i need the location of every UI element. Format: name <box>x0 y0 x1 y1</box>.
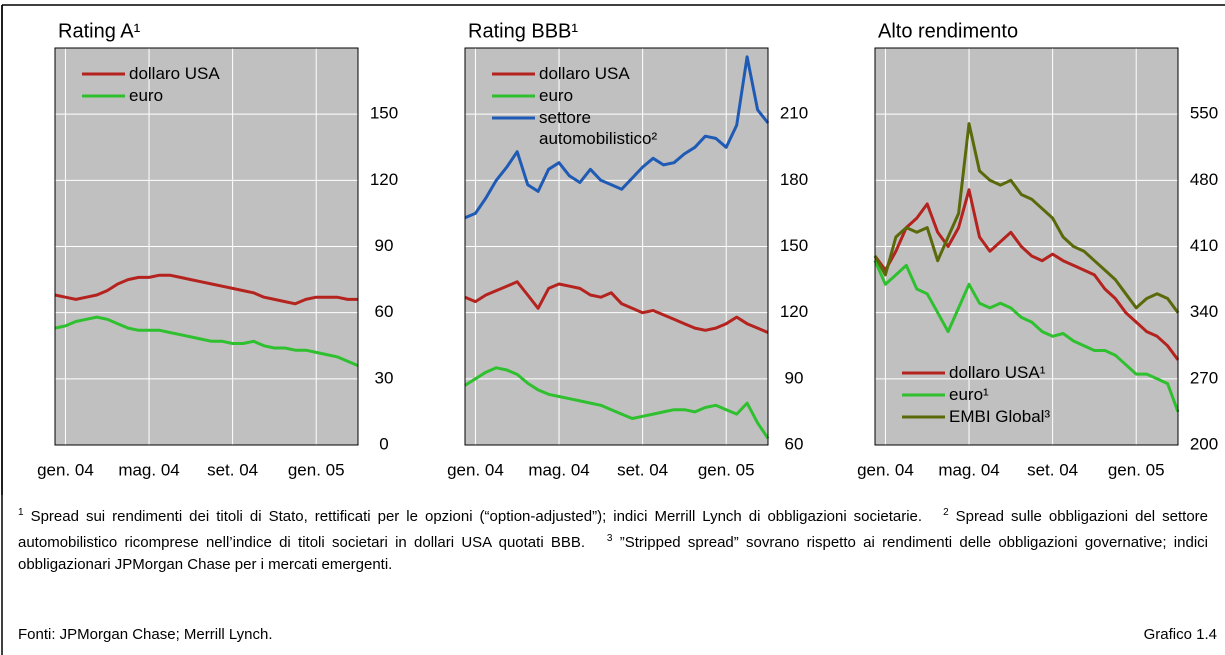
footnote-text: Spread sulle obbligazioni del settore au… <box>18 508 1209 551</box>
frame-left-edge <box>1 5 3 655</box>
legend-entry: dollaro USA¹ <box>949 363 1046 382</box>
series-line <box>873 260 1180 413</box>
chart: Rating A¹ 0 30 60 90 120 150 gen. 04 mag. 04 set.… <box>1 4 1225 655</box>
legend-label: euro¹ <box>949 385 989 404</box>
series-line <box>873 188 1180 361</box>
panel-title: Rating BBB¹ <box>468 20 578 42</box>
y-tick-label: 0 <box>379 434 388 453</box>
y-tick-label: 30 <box>375 368 394 387</box>
x-tick-label: mag. 04 <box>118 460 179 479</box>
legend-entry: dollaro USA <box>539 64 630 83</box>
series-line <box>464 280 769 334</box>
footnotes: 1 Spread sui rendimenti dei titoli di St… <box>18 502 1208 576</box>
legend-entry: EMBI Global³ <box>949 407 1051 426</box>
y-tick-label: 120 <box>780 302 808 321</box>
y-tick-label: 200 <box>1190 434 1218 453</box>
legend-label: EMBI Global³ <box>949 407 1051 426</box>
series-line <box>464 55 770 220</box>
y-tick-label: 410 <box>1190 236 1218 255</box>
y-tick-label: 150 <box>780 236 808 255</box>
x-tick-label: gen. 04 <box>37 460 94 479</box>
series-line <box>54 273 358 306</box>
y-tick-label: 180 <box>780 170 808 189</box>
y-tick-label: 90 <box>785 368 804 387</box>
figure-number: Grafico 1.4 <box>1143 626 1217 643</box>
y-tick-label: 90 <box>375 236 394 255</box>
x-tick-label: mag. 04 <box>528 460 589 479</box>
x-tick-label: gen. 05 <box>288 460 345 479</box>
y-tick-label: 120 <box>370 170 398 189</box>
series-line <box>464 366 770 440</box>
legend-entry: euro¹ <box>949 385 989 404</box>
x-tick-label: mag. 04 <box>938 460 999 479</box>
legend-label: euro <box>539 86 574 105</box>
x-tick-label: gen. 05 <box>1108 460 1165 479</box>
legend-label: dollaro USA <box>129 64 220 83</box>
y-tick-label: 210 <box>780 104 808 123</box>
legend-label: dollaro USA <box>539 64 630 83</box>
y-tick-label: 340 <box>1190 302 1218 321</box>
y-tick-label: 60 <box>785 434 804 453</box>
source: Fonti: JPMorgan Chase; Merrill Lynch. <box>18 626 273 643</box>
x-tick-label: set. 04 <box>617 460 668 479</box>
footnote-mark: 3 <box>606 533 613 544</box>
x-tick-label: gen. 05 <box>698 460 755 479</box>
legend-entry: euro <box>129 86 164 105</box>
legend-entry: dollaro USA <box>129 64 220 83</box>
plot-border <box>464 47 769 446</box>
footnote-mark: 2 <box>943 507 949 518</box>
panel-title: Rating A¹ <box>58 20 141 42</box>
x-tick-label: set. 04 <box>1027 460 1078 479</box>
footnote-text: ”Stripped spread” sovrano rispetto ai re… <box>18 534 1208 573</box>
series-line <box>873 122 1180 314</box>
series-line <box>54 315 359 367</box>
plot-border <box>874 47 1179 446</box>
x-tick-label: set. 04 <box>207 460 258 479</box>
y-tick-label: 480 <box>1190 170 1218 189</box>
y-tick-label: 270 <box>1190 368 1218 387</box>
x-tick-label: gen. 04 <box>447 460 504 479</box>
footnote-text: Spread sui rendimenti dei titoli di Stat… <box>30 508 923 525</box>
y-tick-label: 550 <box>1190 104 1218 123</box>
panel-title: Alto rendimento <box>878 20 1018 42</box>
legend-label: dollaro USA¹ <box>949 363 1046 382</box>
footnote-mark: 1 <box>18 507 24 518</box>
legend-entry: euro <box>539 86 574 105</box>
x-tick-label: gen. 04 <box>857 460 914 479</box>
legend-label: settore automobilistico² <box>539 108 658 148</box>
y-tick-label: 60 <box>375 302 394 321</box>
legend-label: euro <box>129 86 164 105</box>
plot-border <box>54 47 359 446</box>
y-tick-label: 150 <box>370 104 398 123</box>
legend-entry: settore automobilistico² <box>539 108 658 148</box>
